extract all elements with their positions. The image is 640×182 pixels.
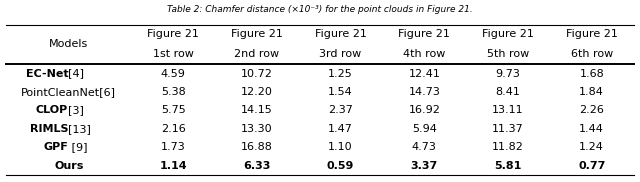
Text: 2.16: 2.16	[161, 124, 186, 134]
Text: Figure 21: Figure 21	[147, 29, 199, 39]
Text: 1.25: 1.25	[328, 69, 353, 79]
Text: 9.73: 9.73	[495, 69, 520, 79]
Text: 11.37: 11.37	[492, 124, 524, 134]
Text: 1.10: 1.10	[328, 142, 353, 152]
Text: 0.77: 0.77	[578, 161, 605, 171]
Text: 8.41: 8.41	[495, 87, 520, 97]
Text: RIMLS: RIMLS	[29, 124, 68, 134]
Text: PointCleanNet[6]: PointCleanNet[6]	[21, 87, 116, 97]
Text: 6th row: 6th row	[571, 50, 613, 60]
Text: [4]: [4]	[68, 69, 84, 79]
Text: 5.38: 5.38	[161, 87, 186, 97]
Text: 3rd row: 3rd row	[319, 50, 362, 60]
Text: 16.88: 16.88	[241, 142, 273, 152]
Text: 1.54: 1.54	[328, 87, 353, 97]
Text: 1.47: 1.47	[328, 124, 353, 134]
Text: 11.82: 11.82	[492, 142, 524, 152]
Text: 2.26: 2.26	[579, 105, 604, 115]
Text: 1.73: 1.73	[161, 142, 186, 152]
Text: Figure 21: Figure 21	[566, 29, 618, 39]
Text: 14.15: 14.15	[241, 105, 273, 115]
Text: 5.94: 5.94	[412, 124, 436, 134]
Text: 1.14: 1.14	[159, 161, 187, 171]
Text: 6.33: 6.33	[243, 161, 271, 171]
Text: 2.37: 2.37	[328, 105, 353, 115]
Text: 13.30: 13.30	[241, 124, 273, 134]
Text: 4th row: 4th row	[403, 50, 445, 60]
Text: Figure 21: Figure 21	[231, 29, 283, 39]
Text: Figure 21: Figure 21	[315, 29, 367, 39]
Text: 2nd row: 2nd row	[234, 50, 280, 60]
Text: 5.75: 5.75	[161, 105, 186, 115]
Text: [13]: [13]	[68, 124, 91, 134]
Text: CLOP: CLOP	[36, 105, 68, 115]
Text: [9]: [9]	[68, 142, 88, 152]
Text: [3]: [3]	[68, 105, 84, 115]
Text: 1st row: 1st row	[152, 50, 193, 60]
Text: 1.68: 1.68	[579, 69, 604, 79]
Text: 12.20: 12.20	[241, 87, 273, 97]
Text: 16.92: 16.92	[408, 105, 440, 115]
Text: Table 2: Chamfer distance (×10⁻³) for the point clouds in Figure 21.: Table 2: Chamfer distance (×10⁻³) for th…	[167, 5, 473, 14]
Text: 10.72: 10.72	[241, 69, 273, 79]
Text: Ours: Ours	[54, 161, 83, 171]
Text: 5.81: 5.81	[494, 161, 522, 171]
Text: 12.41: 12.41	[408, 69, 440, 79]
Text: Models: Models	[49, 39, 88, 50]
Text: 14.73: 14.73	[408, 87, 440, 97]
Text: Figure 21: Figure 21	[482, 29, 534, 39]
Text: 1.44: 1.44	[579, 124, 604, 134]
Text: GPF: GPF	[44, 142, 68, 152]
Text: 1.84: 1.84	[579, 87, 604, 97]
Text: 4.59: 4.59	[161, 69, 186, 79]
Text: 13.11: 13.11	[492, 105, 524, 115]
Text: 4.73: 4.73	[412, 142, 436, 152]
Text: 3.37: 3.37	[411, 161, 438, 171]
Text: EC-Net: EC-Net	[26, 69, 68, 79]
Text: 5th row: 5th row	[487, 50, 529, 60]
Text: 1.24: 1.24	[579, 142, 604, 152]
Text: 0.59: 0.59	[327, 161, 354, 171]
Text: Figure 21: Figure 21	[398, 29, 450, 39]
